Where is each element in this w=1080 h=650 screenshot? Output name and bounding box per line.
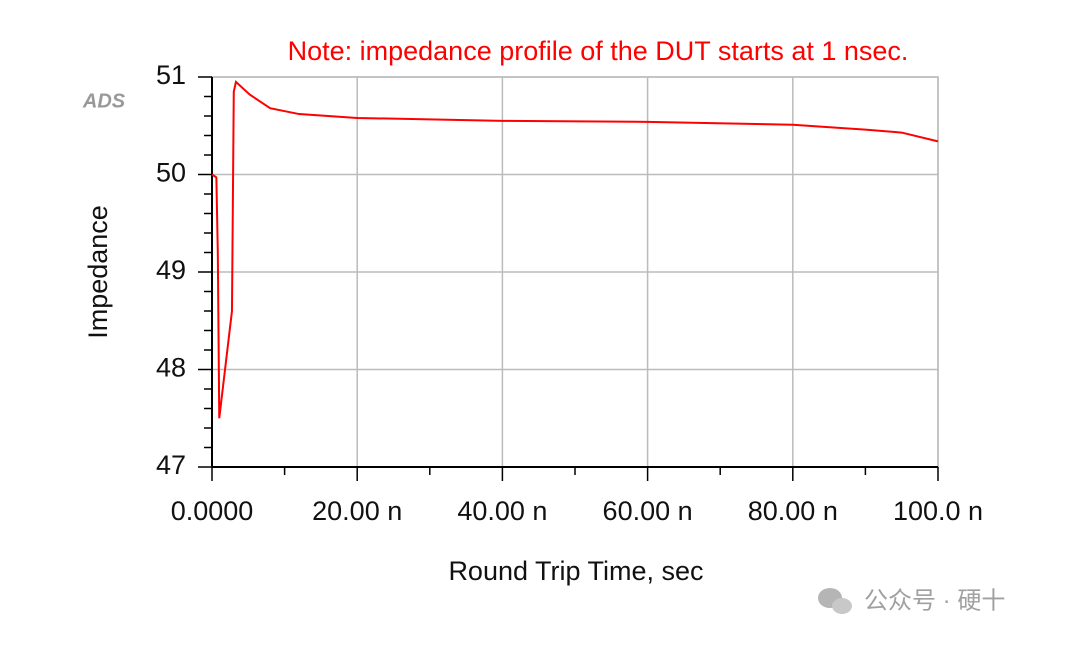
x-tick-label: 20.00 n bbox=[312, 496, 402, 526]
x-tick-label: 80.00 n bbox=[748, 496, 838, 526]
logo: ADS bbox=[82, 90, 126, 112]
x-tick-label: 100.0 n bbox=[893, 496, 983, 526]
y-tick-label: 47 bbox=[156, 450, 186, 480]
x-tick-label: 0.0000 bbox=[171, 496, 254, 526]
y-tick-label: 51 bbox=[156, 60, 186, 90]
data-line bbox=[211, 79, 939, 419]
y-tick-label: 48 bbox=[156, 353, 186, 383]
x-axis-label: Round Trip Time, sec bbox=[448, 556, 703, 586]
y-axis-label: Impedance bbox=[83, 205, 113, 339]
watermark: 公众号 · 硬十 bbox=[864, 587, 1005, 614]
y-tick-label: 49 bbox=[156, 255, 186, 285]
annotation: Note: impedance profile of the DUT start… bbox=[288, 36, 909, 66]
x-tick-label: 60.00 n bbox=[603, 496, 693, 526]
x-tick-label: 40.00 n bbox=[457, 496, 547, 526]
y-tick-label: 50 bbox=[156, 158, 186, 188]
watermark-icon bbox=[818, 588, 852, 614]
